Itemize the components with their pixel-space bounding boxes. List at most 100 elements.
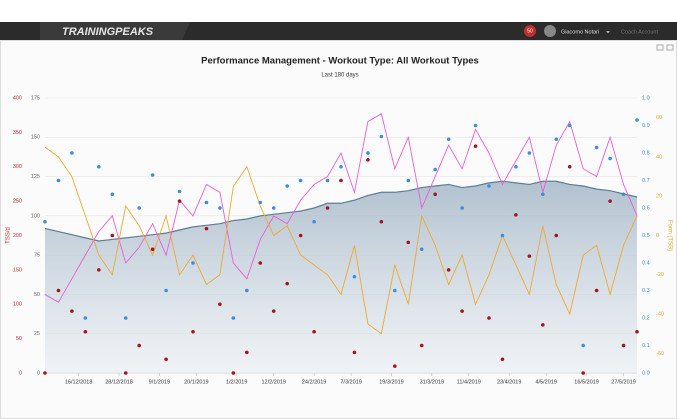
dot: [514, 213, 518, 217]
dot: [567, 164, 572, 169]
dot: [70, 309, 74, 313]
dot: [621, 343, 626, 348]
dot: [312, 219, 316, 224]
account[interactable]: Coach Account: [621, 29, 658, 35]
y-tick-label: 0: [19, 370, 22, 376]
y-tick-label: 0.8: [642, 150, 650, 156]
dot: [393, 288, 397, 293]
x-tick-label: 12/2/2019: [261, 379, 285, 385]
dot: [271, 309, 276, 313]
dot: [487, 316, 491, 320]
x-tick-label: 20/1/2019: [184, 379, 208, 385]
dot: [218, 206, 222, 210]
y-tick-label: 0.6: [642, 205, 650, 211]
avatar[interactable]: [544, 25, 556, 37]
dot: [137, 343, 141, 348]
x-tick-label: 7/3/2019: [340, 379, 361, 385]
y-tick-label: 0.2: [642, 315, 650, 321]
y-tick-label: 125: [31, 174, 40, 180]
dot: [298, 178, 303, 183]
dot: [473, 144, 478, 148]
dot: [177, 199, 182, 203]
dot: [325, 178, 330, 183]
y-tick-label: -20: [656, 272, 664, 278]
y-tick-label: 350: [13, 130, 22, 136]
dot: [245, 350, 249, 355]
y-tick-label: 20: [656, 194, 662, 200]
dot: [581, 371, 585, 375]
expand-icon[interactable]: [666, 44, 674, 51]
dot: [245, 288, 249, 293]
dot: [446, 137, 451, 142]
x-tick-label: 4/5/2019: [535, 379, 556, 385]
dot: [419, 343, 424, 348]
dot: [366, 158, 370, 162]
dot: [43, 219, 47, 224]
dot: [231, 371, 236, 375]
dot: [97, 268, 101, 272]
x-tick-label: 16/12/2018: [65, 379, 93, 385]
x-tick-label: 9/1/2019: [149, 379, 170, 385]
y-tick-label: 1.0: [642, 95, 650, 101]
x-tick-label: 11/4/2019: [457, 379, 481, 385]
dot: [608, 199, 612, 203]
dot: [500, 233, 505, 238]
dot: [285, 281, 289, 286]
fitness-area-fill: [45, 181, 637, 373]
dot: [191, 261, 195, 265]
dot: [379, 219, 384, 224]
y-tick-label: 100: [13, 302, 22, 308]
dot: [97, 164, 101, 169]
user-name[interactable]: Giacomo Notari: [561, 29, 599, 35]
dot: [150, 173, 155, 177]
dot: [500, 357, 505, 362]
y-tick-label: 0: [656, 233, 659, 239]
dot: [541, 192, 545, 197]
y-tick-label: 75: [34, 253, 40, 259]
y-tick-label: 0.7: [642, 178, 650, 184]
dot: [83, 316, 88, 320]
dot: [110, 233, 115, 238]
dot: [123, 371, 128, 375]
dot: [339, 178, 343, 183]
axis-title: Form (TSB): [666, 220, 672, 251]
dot: [177, 189, 182, 194]
x-tick-label: 19/3/2019: [379, 379, 403, 385]
y-tick-label: 40: [656, 154, 662, 160]
dot: [285, 184, 289, 188]
dot: [473, 123, 478, 128]
dot: [231, 316, 236, 320]
dot: [393, 364, 397, 368]
dot: [460, 206, 464, 210]
dot: [56, 178, 61, 183]
dropdown-arrow[interactable]: [606, 31, 610, 34]
dot: [621, 192, 626, 197]
dot: [635, 329, 639, 334]
dot: [83, 329, 88, 334]
notification-badge[interactable]: [524, 25, 536, 37]
x-tick-label: 16/5/2019: [574, 379, 598, 385]
dot: [56, 288, 61, 293]
dot: [218, 302, 222, 307]
dot: [352, 350, 357, 355]
y-tick-label: -40: [656, 312, 664, 318]
y-tick-label: 0.3: [642, 288, 650, 294]
x-tick-label: 23/4/2019: [497, 379, 521, 385]
dot: [581, 343, 585, 348]
dot: [406, 240, 411, 245]
y-tick-label: 175: [31, 95, 40, 101]
dot: [419, 247, 424, 252]
logo[interactable]: TRAININGPEAKS: [62, 26, 154, 38]
y-tick-label: 0.0: [642, 370, 650, 376]
dot: [137, 206, 141, 210]
dot: [527, 254, 532, 258]
menu-icon[interactable]: [656, 44, 664, 51]
line: [44, 146, 638, 335]
y-tick-label: 50: [16, 336, 22, 342]
line: [44, 113, 638, 303]
y-tick-label: 150: [31, 135, 40, 141]
dot: [567, 123, 572, 128]
badge-count: 50: [527, 28, 533, 34]
y-tick-label: 60: [656, 115, 662, 121]
dot: [123, 316, 128, 320]
